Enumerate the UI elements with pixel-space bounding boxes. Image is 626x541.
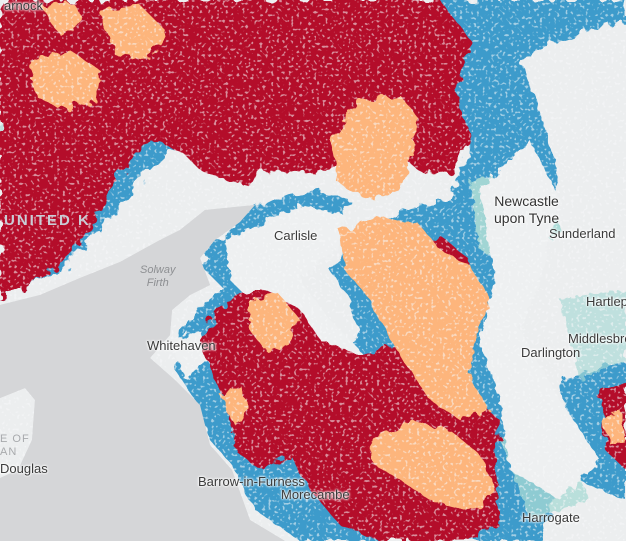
label-whitehaven: Whitehaven <box>147 338 216 353</box>
label-united-kingdom: UNITED K <box>4 212 91 229</box>
label-carlisle: Carlisle <box>274 228 318 243</box>
label-hartlepool: Hartlepool <box>586 294 626 309</box>
label-isle-of-man: E OF AN <box>0 433 30 458</box>
label-middlesbrough: Middlesbrough <box>568 331 626 346</box>
label-solway-firth: Solway Firth <box>140 264 176 289</box>
label-barrow: Barrow-in-Furness <box>198 474 305 489</box>
sea-area <box>0 205 285 541</box>
label-newcastle: Newcastle upon Tyne <box>494 193 560 226</box>
label-douglas: Douglas <box>0 461 48 476</box>
label-darlington: Darlington <box>521 345 581 360</box>
label-sunderland: Sunderland <box>549 226 616 241</box>
label-morecambe: Morecambe <box>281 487 350 502</box>
label-harrogate: Harrogate <box>522 510 580 525</box>
label-top-left-cut: arnock <box>4 0 44 13</box>
